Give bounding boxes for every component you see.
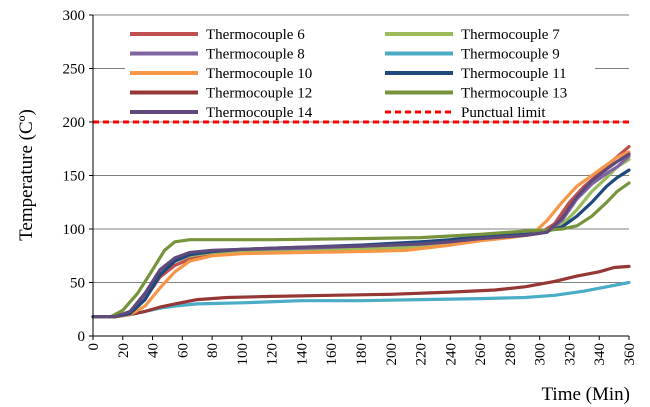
x-tick-label: 0: [86, 343, 102, 351]
legend-label: Thermocouple 9: [461, 47, 560, 63]
x-tick-label: 60: [175, 343, 191, 358]
legend-background: [125, 25, 595, 115]
series-line: [91, 264, 631, 319]
legend-label: Thermocouple 10: [206, 66, 312, 82]
y-tick-label: 100: [63, 222, 86, 238]
y-tick-label: 300: [63, 8, 86, 24]
x-tick-label: 300: [533, 343, 549, 366]
x-tick-label: 20: [116, 343, 132, 358]
x-tick-label: 140: [294, 343, 310, 366]
y-axis-title: Temperature (Cº): [16, 109, 37, 241]
x-tick-label: 120: [265, 343, 281, 366]
series-line: [91, 152, 631, 319]
legend-label: Thermocouple 11: [461, 66, 567, 82]
legend-label: Punctual limit: [461, 105, 546, 121]
y-tick-label: 50: [70, 276, 85, 292]
x-tick-label: 220: [414, 343, 430, 366]
y-tick-label: 150: [63, 169, 86, 185]
legend-label: Thermocouple 7: [461, 27, 560, 43]
x-tick-label: 280: [503, 343, 519, 366]
x-tick-label: 240: [443, 343, 459, 366]
y-tick-label: 200: [63, 115, 86, 131]
x-tick-label: 160: [324, 343, 340, 366]
series-line: [91, 150, 631, 319]
y-tick-label: 250: [63, 62, 86, 78]
legend: Thermocouple 6 Thermocouple 7 Thermocouple…: [125, 25, 595, 121]
x-tick-labels: 0 20 40 60 80 100 120 140 160 180 200 220 240 260 280 3…: [86, 336, 638, 366]
x-tick-label: 260: [473, 343, 489, 366]
legend-label: Thermocouple 6: [206, 27, 305, 43]
series-lines: [91, 120, 631, 319]
x-tick-label: 80: [205, 343, 221, 358]
legend-label: Thermocouple 13: [461, 86, 567, 102]
y-tick-labels: 0 50 100 150 200 250 300: [63, 8, 93, 345]
x-tick-label: 180: [354, 343, 370, 366]
x-tick-label: 200: [384, 343, 400, 366]
x-tick-label: 40: [146, 343, 162, 358]
series-line: [91, 181, 631, 319]
x-axis-title: Time (Min): [541, 384, 630, 405]
legend-label: Thermocouple 14: [206, 105, 313, 121]
y-tick-label: 0: [78, 329, 86, 345]
grid: [93, 14, 629, 283]
x-tick-label: 360: [622, 343, 638, 366]
x-tick-label: 340: [592, 343, 608, 366]
legend-label: Thermocouple 12: [206, 86, 312, 102]
x-tick-label: 320: [562, 343, 578, 366]
x-tick-label: 100: [235, 343, 251, 366]
legend-label: Thermocouple 8: [206, 47, 305, 63]
